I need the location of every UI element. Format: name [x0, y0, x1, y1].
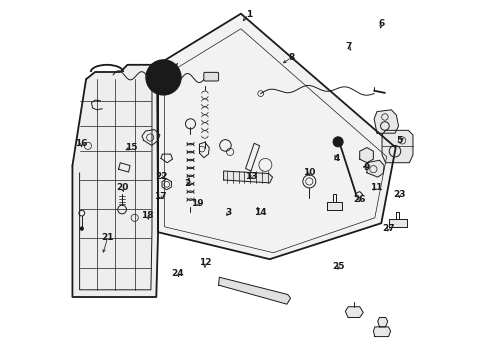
Text: 20: 20	[116, 183, 128, 192]
Text: 13: 13	[245, 172, 258, 181]
Text: 18: 18	[141, 211, 153, 220]
Text: 7: 7	[345, 42, 351, 51]
Polygon shape	[377, 318, 387, 327]
Polygon shape	[359, 148, 373, 163]
Text: 26: 26	[353, 195, 365, 204]
Text: 2: 2	[183, 179, 190, 188]
Text: 19: 19	[191, 199, 203, 208]
Text: 27: 27	[382, 224, 394, 233]
Text: 24: 24	[171, 269, 184, 278]
Polygon shape	[387, 219, 406, 227]
Text: 25: 25	[331, 262, 344, 271]
Text: 9: 9	[363, 163, 369, 172]
Circle shape	[332, 137, 343, 147]
Polygon shape	[72, 65, 158, 297]
Text: 12: 12	[198, 258, 211, 267]
Text: 1: 1	[245, 10, 251, 19]
Polygon shape	[373, 110, 398, 133]
Polygon shape	[326, 202, 341, 210]
Text: 17: 17	[153, 192, 166, 201]
Text: 5: 5	[395, 136, 402, 145]
Text: 10: 10	[303, 168, 315, 177]
Circle shape	[80, 227, 83, 230]
FancyBboxPatch shape	[203, 72, 218, 81]
Text: 4: 4	[332, 154, 339, 163]
Polygon shape	[218, 277, 290, 304]
Polygon shape	[223, 171, 272, 183]
Polygon shape	[373, 327, 390, 337]
Text: 16: 16	[75, 139, 88, 148]
Text: 8: 8	[287, 53, 294, 62]
Circle shape	[146, 60, 181, 95]
Text: 22: 22	[155, 172, 167, 181]
Text: 23: 23	[392, 190, 405, 199]
Text: 15: 15	[124, 143, 137, 152]
Text: 14: 14	[254, 208, 266, 217]
Text: 3: 3	[224, 208, 231, 217]
Text: 28: 28	[158, 73, 170, 82]
Polygon shape	[157, 14, 395, 259]
Text: 11: 11	[369, 183, 381, 192]
Polygon shape	[381, 130, 412, 163]
Polygon shape	[366, 160, 384, 177]
Polygon shape	[345, 307, 363, 318]
Text: 21: 21	[101, 233, 114, 242]
Text: 6: 6	[377, 19, 384, 28]
